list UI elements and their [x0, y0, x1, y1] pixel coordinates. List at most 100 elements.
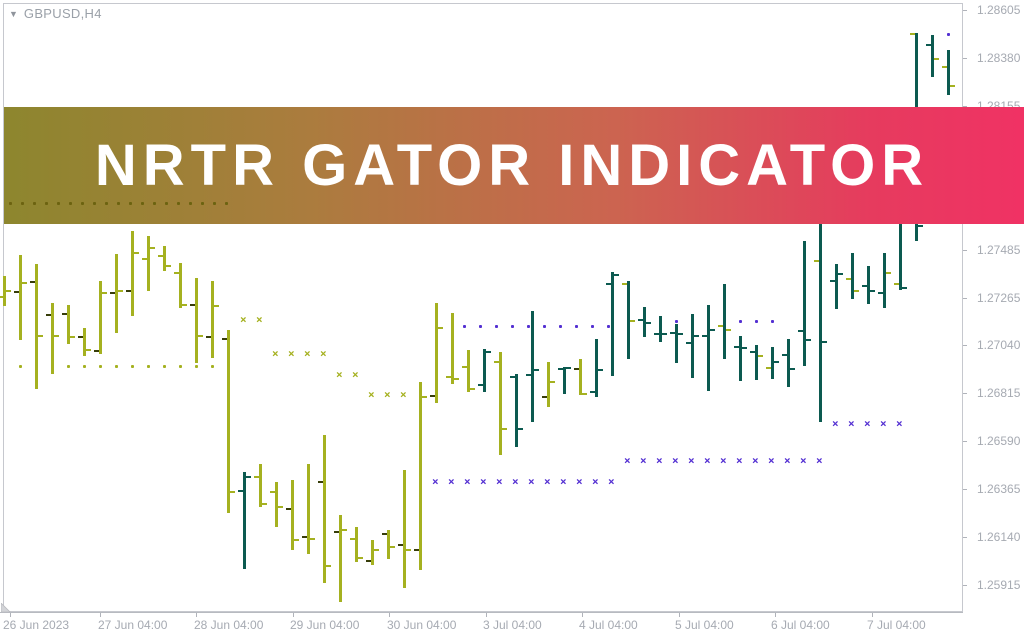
open-tick	[110, 292, 115, 294]
close-tick	[566, 367, 571, 369]
open-tick	[94, 350, 99, 352]
price-bar	[291, 480, 294, 550]
time-axis-tick	[872, 612, 873, 617]
time-axis-label: 29 Jun 04:00	[290, 618, 360, 632]
close-tick	[630, 320, 635, 322]
close-tick	[550, 381, 555, 383]
price-bar	[723, 284, 726, 359]
close-tick	[502, 428, 507, 430]
close-tick	[374, 549, 379, 551]
open-tick	[718, 325, 723, 327]
price-bar	[179, 263, 182, 308]
nrtr-dot-marker	[527, 325, 530, 328]
close-tick	[438, 327, 443, 329]
price-bar	[403, 470, 406, 588]
nrtr-x-marker: ×	[736, 454, 743, 467]
price-bar	[611, 272, 614, 376]
open-tick	[414, 549, 419, 551]
time-axis-label: 7 Jul 04:00	[867, 618, 926, 632]
close-tick	[902, 287, 907, 289]
open-tick	[174, 272, 179, 274]
price-bar	[755, 345, 758, 380]
open-tick	[398, 544, 403, 546]
price-bar	[931, 35, 934, 77]
price-bar	[307, 464, 310, 554]
price-axis-label: 1.28605	[977, 3, 1021, 17]
nrtr-x-marker: ×	[352, 368, 359, 381]
open-tick	[206, 336, 211, 338]
time-axis-label: 6 Jul 04:00	[771, 618, 830, 632]
close-tick	[486, 351, 491, 353]
price-bar	[355, 527, 358, 562]
close-tick	[870, 290, 875, 292]
close-tick	[38, 335, 43, 337]
nrtr-dot-marker	[195, 365, 198, 368]
open-tick	[0, 296, 3, 298]
price-bar	[131, 231, 134, 316]
open-tick	[318, 481, 323, 483]
nrtr-dot-marker	[739, 320, 742, 323]
close-tick	[822, 341, 827, 343]
open-tick	[142, 258, 147, 260]
time-axis-tick	[100, 612, 101, 617]
nrtr-x-marker: ×	[560, 475, 567, 488]
open-tick	[446, 376, 451, 378]
close-tick	[198, 335, 203, 337]
price-axis-label: 1.26815	[977, 386, 1021, 400]
time-axis-line	[0, 612, 963, 613]
price-bar	[419, 382, 422, 570]
price-bar	[499, 352, 502, 455]
nrtr-dot-marker	[33, 202, 36, 205]
nrtr-x-marker: ×	[704, 454, 711, 467]
open-tick	[766, 367, 771, 369]
chevron-down-icon[interactable]: ▼	[9, 8, 18, 19]
nrtr-dot-marker	[117, 202, 120, 205]
close-tick	[6, 290, 11, 292]
open-tick	[382, 533, 387, 535]
nrtr-dot-marker	[153, 202, 156, 205]
price-axis-tick	[963, 441, 967, 442]
nrtr-dot-marker	[179, 365, 182, 368]
close-tick	[758, 355, 763, 357]
nrtr-dot-marker	[129, 202, 132, 205]
price-bar	[275, 482, 278, 527]
symbol-header[interactable]: ▼ GBPUSD,H4	[9, 6, 102, 21]
close-tick	[262, 503, 267, 505]
open-tick	[430, 395, 435, 397]
price-axis-tick	[963, 10, 967, 11]
price-bar	[867, 266, 870, 304]
open-tick	[862, 285, 867, 287]
nrtr-dot-marker	[211, 365, 214, 368]
price-axis-tick	[963, 298, 967, 299]
time-axis-label: 3 Jul 04:00	[483, 618, 542, 632]
price-bar	[899, 216, 902, 290]
time-axis-label: 26 Jun 2023	[3, 618, 70, 632]
nrtr-x-marker: ×	[448, 475, 455, 488]
promo-banner	[4, 107, 1024, 224]
nrtr-x-marker: ×	[720, 454, 727, 467]
nrtr-x-marker: ×	[432, 475, 439, 488]
close-tick	[726, 329, 731, 331]
nrtr-dot-marker	[189, 202, 192, 205]
nrtr-dot-marker	[607, 325, 610, 328]
price-bar	[3, 276, 6, 306]
close-tick	[838, 273, 843, 275]
close-tick	[422, 396, 427, 398]
close-tick	[166, 265, 171, 267]
nrtr-dot-marker	[591, 325, 594, 328]
nrtr-dot-marker	[771, 320, 774, 323]
close-tick	[454, 378, 459, 380]
close-tick	[582, 393, 587, 395]
close-tick	[662, 333, 667, 335]
open-tick	[350, 538, 355, 540]
nrtr-x-marker: ×	[240, 313, 247, 326]
price-axis-label: 1.28380	[977, 51, 1021, 65]
open-tick	[510, 376, 515, 378]
close-tick	[326, 565, 331, 567]
price-axis-tick	[963, 393, 967, 394]
open-tick	[478, 384, 483, 386]
price-bar	[531, 311, 534, 422]
price-bar	[851, 253, 854, 299]
price-bar	[739, 336, 742, 381]
nrtr-dot-marker	[575, 325, 578, 328]
